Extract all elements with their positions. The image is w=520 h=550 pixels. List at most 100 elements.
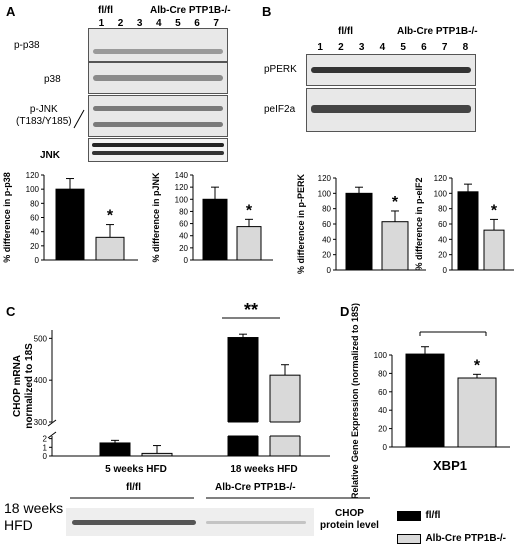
- blot-label-p-jnk: p-JNK (T183/Y185): [16, 104, 72, 127]
- blot-image-p-p38: [88, 28, 228, 62]
- y-tick-label: 1: [43, 443, 48, 452]
- blot-image-jnk: [88, 138, 228, 162]
- bar-ko: [483, 229, 505, 271]
- blot-label-peif2a: peIF2a: [264, 104, 296, 115]
- y-axis-label: % difference in p-PERK: [296, 173, 306, 274]
- panel-a-label: A: [6, 4, 16, 19]
- x-axis-label-xbp1: XBP1: [433, 458, 467, 473]
- y-tick-label: 80: [30, 199, 39, 208]
- y-tick-label: 120: [26, 171, 40, 180]
- y-tick-label: 140: [175, 171, 189, 180]
- y-tick-label: 400: [34, 376, 48, 385]
- group-label-ko-e: Alb-Cre PTP1B-/-: [215, 482, 296, 493]
- panel-d-label: D: [340, 304, 350, 319]
- chop-protein-title: CHOP protein level: [320, 508, 379, 531]
- bar-ko: [95, 236, 125, 261]
- y-axis-label: % difference in p-p38: [2, 172, 12, 263]
- legend-label-fl: fl/fl: [425, 509, 441, 521]
- lane-number: 8: [462, 42, 469, 53]
- blot-image-peif2a: [306, 88, 476, 132]
- significance-star: *: [491, 202, 498, 219]
- significance-star: *: [474, 357, 481, 374]
- y-tick-label: 20: [179, 244, 188, 253]
- bar-fl: [227, 337, 259, 457]
- lane-numbers-a: 1 2 3 4 5 6 7: [92, 18, 226, 30]
- significance-star: *: [246, 202, 253, 219]
- legend-ko: Alb-Cre PTP1B-/-: [397, 530, 506, 548]
- y-axis-label: CHOP mRNA: [12, 355, 23, 417]
- bar-fl: [345, 192, 373, 271]
- blot-image-p38: [88, 62, 228, 94]
- y-tick-label: 20: [30, 242, 39, 251]
- significance-star: *: [107, 208, 114, 225]
- x-category-label: 18 weeks HFD: [230, 464, 297, 475]
- y-tick-label: 80: [322, 205, 331, 214]
- lane-number: 4: [156, 18, 162, 29]
- y-axis-label: % difference in p-eIF2: [414, 177, 424, 270]
- panel-b-label: B: [262, 4, 272, 19]
- lane-number: 2: [117, 18, 124, 29]
- lane-number: 4: [379, 42, 386, 53]
- lane-number: 7: [441, 42, 448, 53]
- y-axis-label: % difference in pJNK: [151, 172, 161, 263]
- y-tick-label: 0: [327, 266, 332, 275]
- y-tick-label: 80: [438, 205, 447, 214]
- y-tick-label: 500: [34, 334, 48, 343]
- bar-ko: [381, 221, 409, 271]
- bar-fl: [202, 198, 228, 261]
- jnk-pointer-line: [73, 109, 85, 129]
- y-tick-label: 40: [378, 406, 387, 415]
- y-tick-label: 0: [184, 256, 189, 265]
- bar-fl: [99, 442, 131, 457]
- lane-number: 5: [400, 42, 406, 53]
- y-tick-label: 60: [438, 220, 447, 229]
- time-label-18-weeks: 18 weeks HFD: [4, 500, 64, 533]
- bar-fl: [457, 191, 479, 271]
- y-tick-label: 0: [35, 256, 40, 265]
- y-tick-label: 60: [179, 220, 188, 229]
- bar-break-gap: [269, 422, 301, 436]
- legend-swatch-fl: [397, 510, 421, 521]
- blot-image-pperk: [306, 54, 476, 86]
- y-tick-label: 120: [434, 174, 448, 183]
- y-tick-label: 100: [175, 195, 189, 204]
- y-tick-label: 80: [179, 207, 188, 216]
- x-category-label: 5 weeks HFD: [105, 464, 167, 475]
- lane-number: 1: [317, 42, 323, 53]
- blot-image-chop: [66, 508, 314, 536]
- lane-number: 6: [421, 42, 427, 53]
- group-label-fl-e: fl/fl: [126, 482, 141, 493]
- lane-number: 3: [136, 18, 143, 29]
- y-tick-label: 60: [322, 220, 331, 229]
- blot-image-p-jnk: [88, 95, 228, 137]
- y-tick-label: 300: [34, 418, 48, 427]
- y-tick-label: 40: [322, 235, 331, 244]
- y-tick-label: 100: [434, 189, 448, 198]
- bar-ko: [457, 377, 497, 448]
- axis-break-mark: [47, 419, 57, 427]
- blot-label-p-p38: p-p38: [14, 40, 40, 51]
- y-tick-label: 120: [175, 183, 189, 192]
- y-tick-label: 2: [43, 435, 48, 444]
- lane-number: 1: [98, 18, 105, 29]
- legend-fl: fl/fl: [397, 507, 440, 525]
- lane-number: 3: [358, 42, 365, 53]
- group-label-fl: fl/fl: [98, 5, 113, 16]
- y-axis-label: normalized to 18S: [24, 343, 35, 429]
- lane-number: 2: [338, 42, 344, 53]
- y-tick-label: 60: [30, 214, 39, 223]
- y-tick-label: 0: [43, 452, 48, 461]
- group-label-ko-b: Alb-Cre PTP1B-/-: [397, 26, 478, 37]
- bar-fl: [405, 353, 445, 448]
- lane-number: 6: [194, 18, 200, 29]
- y-tick-label: 100: [374, 351, 388, 360]
- group-label-ko: Alb-Cre PTP1B-/-: [150, 5, 231, 16]
- significance-stars: **: [244, 300, 258, 320]
- legend-swatch-ko: [397, 533, 421, 544]
- lane-numbers-b: 1 2 3 4 5 6 7 8: [310, 42, 476, 54]
- y-tick-label: 60: [378, 388, 387, 397]
- y-tick-label: 40: [30, 228, 39, 237]
- y-tick-label: 0: [383, 443, 388, 452]
- y-tick-label: 20: [438, 251, 447, 260]
